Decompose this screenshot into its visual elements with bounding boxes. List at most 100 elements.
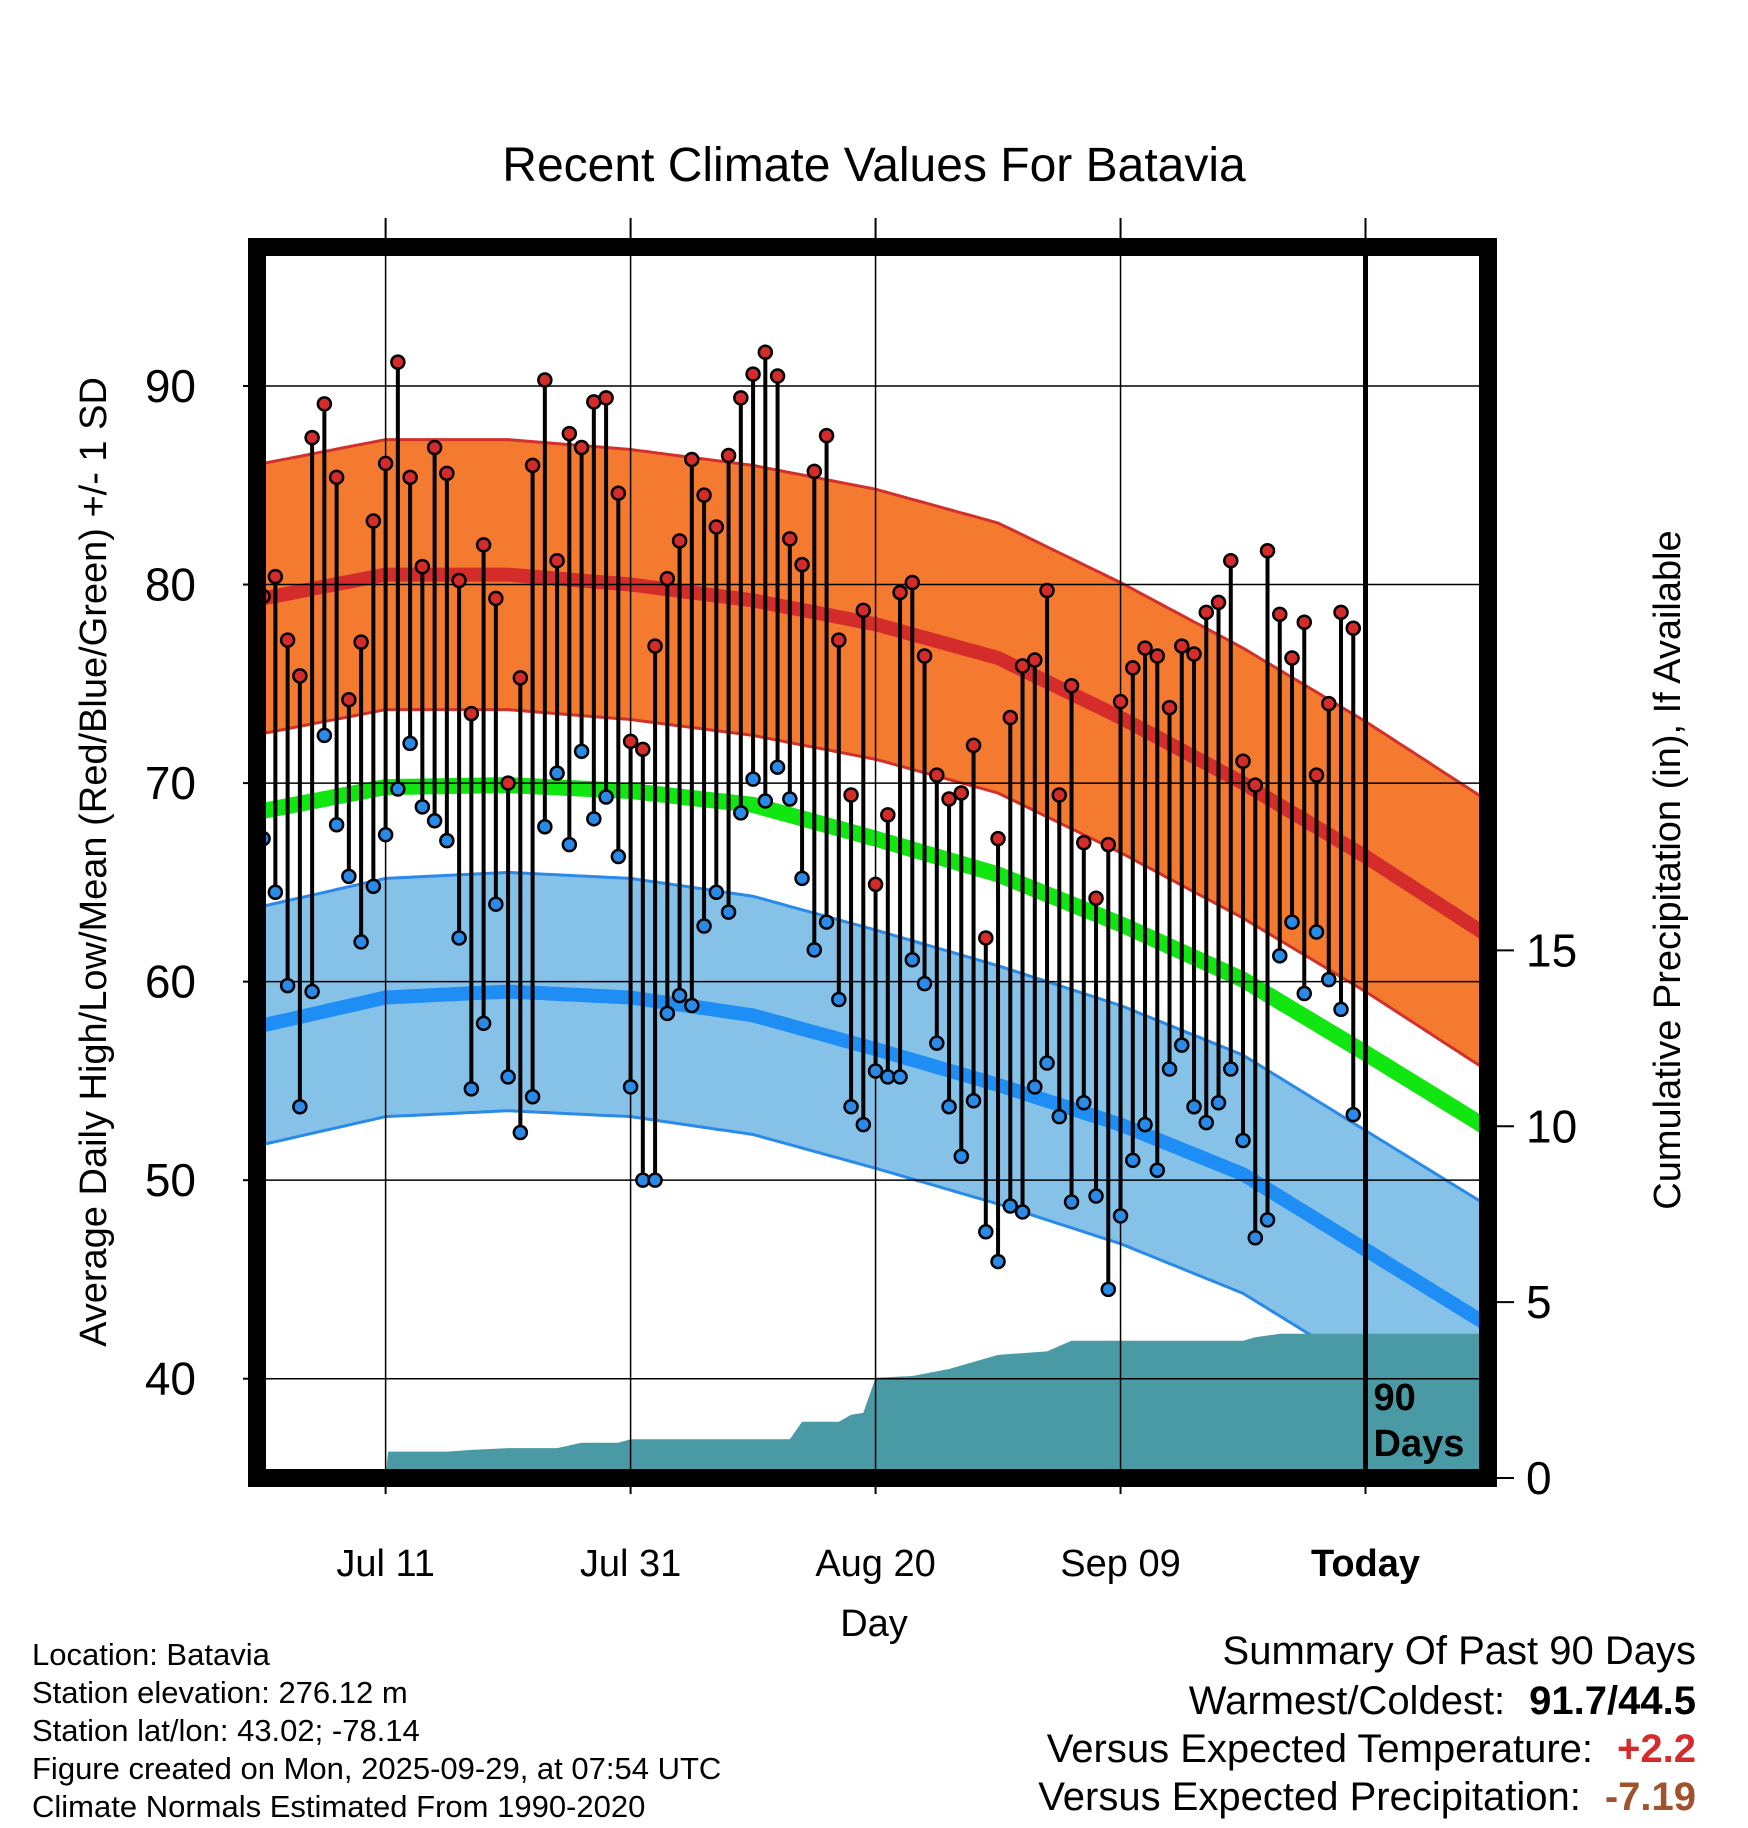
daily-low-point [782, 791, 798, 807]
daily-low-point [1112, 1208, 1129, 1224]
daily-low-point [1235, 1132, 1251, 1149]
daily-low-point [1161, 1061, 1178, 1077]
daily-low-point [1014, 1204, 1031, 1220]
daily-low-point [561, 836, 578, 853]
today-label-number: 90 [1374, 1377, 1416, 1419]
daily-high-point [316, 396, 333, 412]
daily-high-point [353, 634, 369, 650]
daily-high-point [1235, 753, 1251, 769]
daily-high-point [892, 584, 908, 601]
daily-high-point [279, 632, 296, 648]
daily-high-point [1259, 543, 1276, 559]
daily-low-point [1100, 1281, 1117, 1298]
daily-high-point [622, 733, 639, 750]
daily-low-point [1210, 1094, 1227, 1111]
daily-high-point [439, 465, 455, 482]
y2-tick-label: 5 [1526, 1276, 1552, 1328]
daily-high-point [1027, 652, 1043, 668]
daily-high-point [463, 705, 480, 722]
daily-high-point [561, 425, 578, 442]
daily-low-point [463, 1081, 480, 1097]
summary-precipitation: Versus Expected Precipitation: -7.19 [1038, 1774, 1696, 1820]
daily-high-point [1039, 582, 1055, 599]
daily-high-point [390, 354, 406, 370]
daily-low-point [1345, 1106, 1362, 1123]
daily-low-point [904, 952, 921, 968]
daily-low-point [573, 743, 590, 760]
daily-low-point [831, 991, 847, 1008]
daily-low-point [929, 1035, 945, 1051]
daily-low-point [451, 930, 467, 946]
daily-low-point [304, 983, 320, 1000]
daily-high-point [1149, 648, 1166, 664]
daily-low-point [769, 759, 786, 775]
y-tick-label: 50 [145, 1154, 196, 1206]
y2-tick-label: 0 [1526, 1452, 1552, 1504]
daily-low-point [1223, 1061, 1239, 1077]
daily-low-point [353, 934, 369, 950]
daily-low-point [720, 904, 737, 920]
latlon-line: Station lat/lon: 43.02; -78.14 [32, 1713, 420, 1748]
daily-low-point [1063, 1194, 1080, 1210]
daily-low-point [843, 1098, 859, 1115]
daily-high-point [684, 451, 700, 468]
daily-high-point [1088, 890, 1104, 906]
y-tick-label: 70 [145, 757, 196, 809]
x-tick-label: Today [1311, 1543, 1420, 1585]
daily-low-point [671, 987, 688, 1004]
y-axis-title: Average Daily High/Low/Mean (Red/Blue/Gr… [73, 377, 115, 1347]
daily-low-point [500, 1069, 516, 1085]
y2-axis-title: Cumulative Precipitation (in), If Availa… [1647, 530, 1689, 1209]
daily-low-point [267, 884, 284, 901]
daily-low-point [1198, 1114, 1215, 1131]
daily-low-point [696, 918, 712, 934]
daily-high-point [831, 632, 847, 648]
y2-tick-label: 15 [1526, 924, 1577, 976]
daily-low-point [622, 1079, 639, 1095]
daily-low-point [990, 1253, 1006, 1270]
elevation-line: Station elevation: 276.12 m [32, 1675, 408, 1710]
daily-low-point [402, 735, 418, 752]
daily-low-point [475, 1015, 492, 1032]
daily-low-point [1174, 1037, 1190, 1053]
daily-high-point [1223, 552, 1239, 569]
daily-high-point [806, 463, 823, 480]
daily-low-point [953, 1148, 970, 1165]
daily-high-point [1076, 834, 1092, 851]
daily-low-point [365, 878, 382, 895]
daily-high-point [843, 787, 859, 803]
precip-anomaly-value: -7.19 [1604, 1775, 1696, 1819]
summary-temperature: Versus Expected Temperature: +2.2 [1047, 1726, 1696, 1772]
daily-low-point [328, 817, 345, 833]
daily-high-point [659, 570, 676, 587]
daily-low-point [598, 789, 614, 805]
daily-low-point [818, 914, 835, 930]
daily-high-point [867, 876, 884, 893]
daily-low-point [647, 1172, 663, 1188]
daily-high-point [365, 513, 382, 529]
daily-high-point [818, 427, 835, 444]
daily-high-point [1125, 660, 1141, 676]
daily-high-point [426, 439, 443, 456]
daily-low-point [892, 1069, 908, 1085]
daily-high-point [978, 930, 994, 946]
daily-high-point [1137, 640, 1153, 656]
daily-high-point [953, 785, 970, 801]
daily-high-point [647, 638, 663, 654]
x-tick-label: Jul 11 [336, 1543, 435, 1585]
chart-title: Recent Climate Values For Batavia [502, 139, 1246, 192]
daily-high-point [402, 469, 418, 486]
daily-high-point [1296, 614, 1313, 631]
daily-high-point [1186, 646, 1202, 662]
daily-high-point [524, 457, 541, 474]
daily-high-point [598, 390, 614, 406]
daily-high-point [1174, 638, 1190, 654]
daily-low-point [806, 942, 823, 958]
daily-low-point [733, 805, 749, 821]
daily-low-point [855, 1116, 872, 1133]
daily-high-point [990, 830, 1006, 847]
daily-high-point [1100, 836, 1117, 853]
daily-high-point [794, 556, 810, 573]
daily-high-point [573, 439, 590, 456]
